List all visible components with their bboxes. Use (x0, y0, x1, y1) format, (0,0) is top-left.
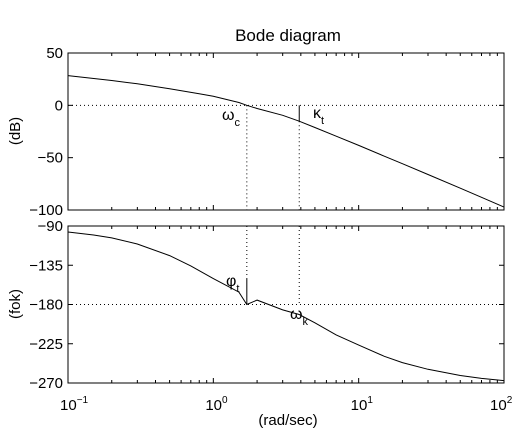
y-tick-label: 50 (46, 45, 63, 62)
y-tick-label: −180 (29, 297, 63, 314)
x-tick-label: 102 (490, 395, 513, 414)
phase-panel: −90 −135 −180 −225 −270 (fok) φt ωk (7, 218, 505, 392)
x-axis-ticks: 10−1 100 101 102 (60, 395, 513, 414)
chart-title: Bode diagram (235, 26, 341, 45)
omega-k-label: ωk (290, 306, 309, 328)
x-tick-label: 10−1 (60, 395, 89, 414)
magnitude-axes-frame (67, 52, 505, 211)
phi-t-label: φt (226, 273, 239, 295)
y-tick-label: −100 (29, 202, 63, 219)
kappa-t-label: κt (313, 105, 324, 127)
phase-axes-frame (67, 225, 505, 384)
x-axis-label: (rad/sec) (258, 412, 317, 429)
phase-curve (67, 231, 505, 382)
y-tick-label: −50 (38, 150, 63, 167)
x-tick-label: 100 (205, 395, 228, 414)
y-tick-label: −225 (29, 336, 63, 353)
y-tick-label: 0 (55, 97, 63, 114)
magnitude-axis-label: (dB) (7, 117, 24, 145)
magnitude-curve (67, 75, 505, 208)
y-tick-label: −135 (29, 257, 63, 274)
omega-c-label: ωc (222, 107, 241, 129)
x-tick-label: 101 (351, 395, 374, 414)
phase-axis-label: (fok) (7, 289, 24, 319)
y-tick-label: −270 (29, 375, 63, 392)
y-tick-label: −90 (38, 218, 63, 235)
magnitude-panel: 50 0 −50 −100 (dB) ωc κt (7, 45, 505, 219)
